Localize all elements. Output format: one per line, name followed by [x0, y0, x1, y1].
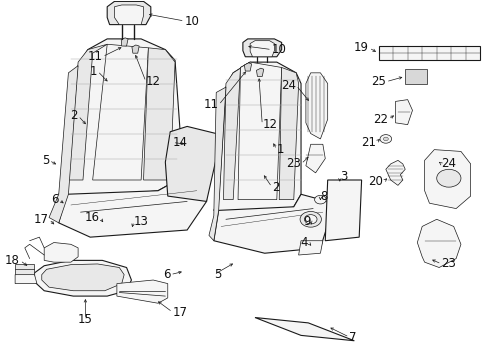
- Text: 5: 5: [213, 268, 221, 281]
- Polygon shape: [254, 318, 354, 341]
- Polygon shape: [298, 241, 322, 255]
- Polygon shape: [143, 48, 175, 180]
- Polygon shape: [41, 264, 124, 291]
- Text: 7: 7: [349, 331, 356, 344]
- Text: 23: 23: [441, 257, 455, 270]
- Polygon shape: [305, 144, 325, 173]
- Polygon shape: [395, 100, 412, 125]
- Polygon shape: [107, 1, 150, 24]
- Polygon shape: [114, 5, 143, 24]
- Text: 9: 9: [303, 215, 310, 228]
- Polygon shape: [243, 39, 281, 57]
- Text: 1: 1: [90, 64, 97, 77]
- Circle shape: [436, 169, 460, 187]
- Polygon shape: [68, 44, 107, 180]
- Polygon shape: [250, 41, 274, 57]
- Text: 11: 11: [87, 50, 102, 63]
- Text: 11: 11: [203, 99, 218, 112]
- Polygon shape: [15, 264, 35, 275]
- Text: 25: 25: [370, 75, 385, 88]
- Text: 6: 6: [51, 193, 59, 206]
- Polygon shape: [378, 46, 479, 60]
- Text: 15: 15: [78, 313, 93, 326]
- Polygon shape: [165, 126, 216, 202]
- Text: 10: 10: [184, 14, 199, 27]
- Polygon shape: [44, 243, 78, 262]
- Polygon shape: [305, 73, 327, 139]
- Text: 12: 12: [262, 118, 277, 131]
- Circle shape: [304, 215, 316, 224]
- Text: 23: 23: [285, 157, 301, 170]
- Polygon shape: [385, 160, 405, 185]
- Polygon shape: [424, 150, 469, 208]
- Text: 17: 17: [34, 213, 49, 226]
- Polygon shape: [325, 180, 361, 241]
- Polygon shape: [244, 63, 251, 71]
- Circle shape: [379, 135, 391, 143]
- Polygon shape: [208, 87, 225, 241]
- Polygon shape: [15, 275, 37, 284]
- Text: 10: 10: [271, 43, 286, 56]
- Polygon shape: [213, 194, 327, 253]
- Polygon shape: [121, 38, 128, 46]
- Text: 1: 1: [276, 143, 284, 156]
- Circle shape: [300, 211, 321, 227]
- Text: 8: 8: [320, 190, 327, 203]
- Polygon shape: [35, 260, 131, 296]
- Polygon shape: [49, 66, 78, 223]
- Text: 17: 17: [172, 306, 187, 319]
- Text: 2: 2: [271, 181, 279, 194]
- Text: 3: 3: [339, 170, 346, 183]
- Text: 21: 21: [361, 136, 375, 149]
- Text: 13: 13: [134, 215, 148, 228]
- Text: 12: 12: [145, 75, 161, 88]
- Polygon shape: [256, 68, 263, 76]
- Text: 24: 24: [441, 157, 456, 170]
- Text: 22: 22: [372, 113, 387, 126]
- Polygon shape: [59, 39, 182, 198]
- Circle shape: [383, 137, 387, 141]
- Text: 18: 18: [5, 254, 20, 267]
- Text: 5: 5: [41, 154, 49, 167]
- Text: 20: 20: [368, 175, 383, 188]
- Text: 6: 6: [163, 268, 170, 281]
- Text: 24: 24: [281, 79, 296, 92]
- Polygon shape: [132, 45, 139, 53]
- Text: 19: 19: [353, 41, 368, 54]
- Text: 2: 2: [70, 109, 78, 122]
- Polygon shape: [223, 62, 250, 200]
- Text: 14: 14: [172, 136, 187, 149]
- Polygon shape: [92, 44, 148, 180]
- Polygon shape: [279, 67, 298, 200]
- Polygon shape: [238, 62, 281, 200]
- Polygon shape: [405, 69, 426, 84]
- Polygon shape: [59, 180, 206, 237]
- Text: 4: 4: [300, 236, 307, 249]
- Circle shape: [314, 195, 325, 204]
- Text: 16: 16: [85, 211, 100, 224]
- Polygon shape: [117, 280, 167, 303]
- Polygon shape: [416, 219, 460, 267]
- Polygon shape: [213, 62, 301, 216]
